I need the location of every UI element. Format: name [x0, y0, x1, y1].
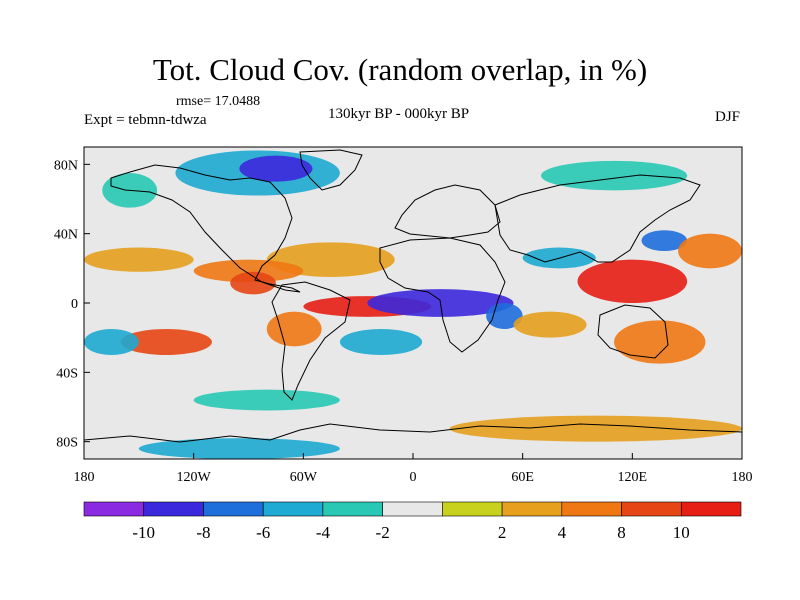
- asia-coast: [494, 174, 701, 263]
- anomaly-region-antarctica-negative: [138, 438, 340, 459]
- anomaly-region-north-pacific-positive: [84, 247, 194, 272]
- x-tick-label: 0: [410, 470, 417, 485]
- anomaly-region-southern-ocean-east-positive: [449, 415, 742, 442]
- anomaly-region-south-atlantic-negative: [339, 329, 423, 355]
- anomaly-region-greenland-strong-negative: [239, 155, 313, 182]
- anomaly-region-east-asia-red: [577, 259, 688, 304]
- colorbar-swatch: [262, 501, 324, 517]
- y-tick-label: 80S: [56, 436, 78, 451]
- colorbar-swatch: [83, 501, 145, 517]
- experiment-label: Expt = tebmn-tdwza: [84, 112, 207, 128]
- anomaly-region-australia-positive: [614, 320, 706, 364]
- colorbar-label: -10: [132, 523, 155, 542]
- x-tick-label: 60E: [511, 470, 534, 485]
- colorbar-label: -8: [196, 523, 210, 542]
- colorbar-label: -2: [376, 523, 390, 542]
- anomaly-region-southern-ocean-negative: [193, 389, 340, 411]
- colorbar-swatch: [322, 501, 383, 517]
- x-tick-label: 120E: [618, 470, 648, 485]
- colorbar-swatch: [143, 501, 204, 517]
- anomaly-region-central-america-positive: [230, 271, 276, 295]
- x-tick-label: 60W: [290, 470, 318, 485]
- colorbar-swatch: [382, 501, 443, 517]
- colorbar-label: 4: [558, 523, 567, 542]
- rmse-label: rmse= 17.0488: [176, 94, 261, 109]
- colorbar-swatch: [561, 501, 622, 517]
- greenland-coast: [299, 149, 363, 191]
- anomaly-regions: [84, 150, 742, 459]
- colorbar-swatch: [621, 501, 682, 517]
- north-america-coast: [110, 164, 301, 293]
- x-tick-label: 180: [74, 470, 95, 485]
- colorbar-swatch: [501, 501, 563, 517]
- colorbar-swatch: [442, 501, 503, 517]
- australia-coast: [597, 304, 669, 359]
- y-tick-label: 40N: [54, 228, 78, 243]
- colorbar-label: 2: [498, 523, 507, 542]
- anomaly-region-japan-negative: [641, 230, 688, 252]
- period-label: 130kyr BP - 000kyr BP: [328, 106, 470, 122]
- coastlines: [84, 149, 742, 443]
- south-america-coast: [271, 281, 351, 401]
- anomaly-region-siberia-negative: [540, 160, 688, 191]
- anomaly-region-southeast-pacific-red: [120, 329, 212, 355]
- anomaly-region-south-pacific-negative: [84, 329, 139, 355]
- colorbar-label: -4: [316, 523, 331, 542]
- colorbar: -10 -8 -6 -4 -2 2 4 8 10: [83, 501, 742, 542]
- colorbar-label: 8: [617, 523, 626, 542]
- colorbar-label: 10: [673, 523, 690, 542]
- colorbar-swatch: [680, 501, 742, 517]
- season-label: DJF: [714, 109, 740, 125]
- y-tick-label: 40S: [56, 366, 78, 381]
- antarctica-coast: [84, 423, 742, 443]
- map-axes: 180 120W 60W 0 60E 120E 180 80N 40N 0 40S 80S: [54, 158, 753, 485]
- anomaly-region-indian-ocean-positive: [513, 311, 587, 338]
- figure-title: Tot. Cloud Cov. (random overlap, in %): [152, 52, 648, 87]
- x-tick-label: 120W: [177, 470, 212, 485]
- colorbar-swatch: [203, 501, 264, 517]
- africa-coast: [379, 237, 506, 353]
- anomaly-region-kuroshio-positive: [678, 233, 742, 269]
- europe-coast: [394, 184, 501, 239]
- anomaly-region-south-america-positive: [266, 311, 322, 347]
- y-tick-label: 0: [71, 297, 78, 312]
- y-tick-label: 80N: [54, 158, 78, 173]
- x-tick-label: 180: [732, 470, 753, 485]
- colorbar-label: -6: [256, 523, 270, 542]
- anomaly-region-pacific-band-positive: [193, 259, 304, 283]
